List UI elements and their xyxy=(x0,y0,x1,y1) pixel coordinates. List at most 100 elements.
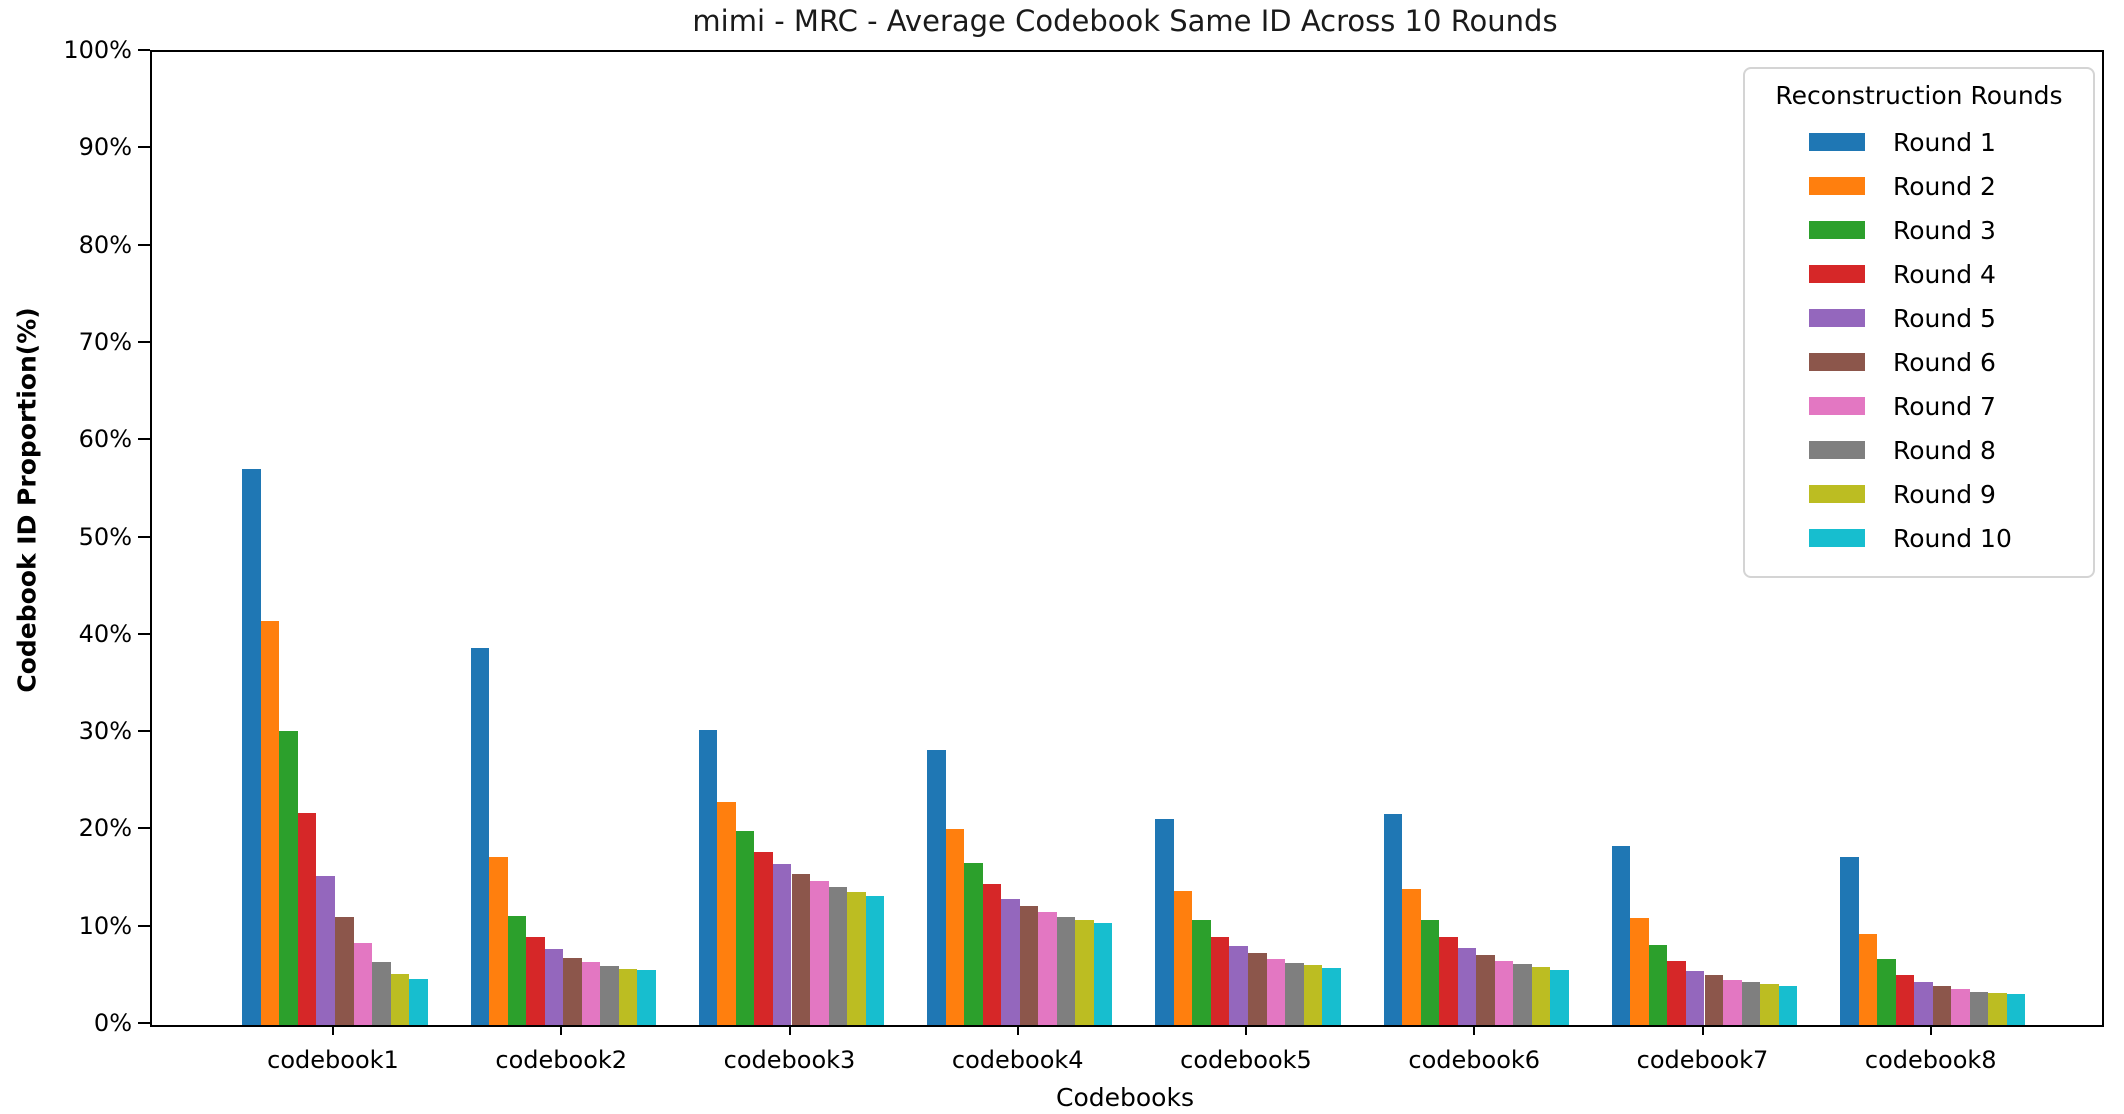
bar-round-9-codebook1 xyxy=(390,974,410,1025)
chart-title: mimi - MRC - Average Codebook Same ID Ac… xyxy=(692,4,1558,38)
legend-label: Round 10 xyxy=(1893,523,2012,553)
bar-round-9-codebook8 xyxy=(1988,992,2007,1025)
legend-item: Round 2 xyxy=(1763,164,2075,208)
legend-swatch-icon xyxy=(1809,221,1865,239)
bar-round-10-codebook4 xyxy=(1093,922,1113,1025)
bar-round-3-codebook1 xyxy=(279,731,298,1025)
legend-items: Round 1 Round 2 Round 3 Round 4 Round 5 Round… xyxy=(1763,120,2075,560)
y-tick-mark xyxy=(138,49,150,51)
bar-round-9-codebook4 xyxy=(1075,919,1094,1025)
bar-round-6-codebook5 xyxy=(1248,953,1267,1025)
bar-round-1-codebook3 xyxy=(698,730,718,1025)
y-tick-label: 80% xyxy=(78,230,132,259)
y-tick-mark xyxy=(138,438,150,441)
bar-round-7-codebook2 xyxy=(581,961,601,1025)
legend-label: Round 5 xyxy=(1893,303,1996,333)
legend-swatch-icon xyxy=(1809,485,1865,503)
legend-swatch-icon xyxy=(1809,133,1865,151)
legend-item: Round 3 xyxy=(1763,208,2075,252)
legend-swatch-icon xyxy=(1809,177,1865,195)
bar-round-6-codebook1 xyxy=(335,917,354,1025)
y-tick-label: 30% xyxy=(78,717,132,746)
legend-item: Round 5 xyxy=(1763,296,2075,340)
bar-round-4-codebook8 xyxy=(1895,975,1915,1025)
y-tick-mark xyxy=(138,1022,150,1024)
bar-round-10-codebook1 xyxy=(409,979,428,1025)
legend-item: Round 4 xyxy=(1763,252,2075,296)
bar-round-1-codebook8 xyxy=(1840,856,1859,1025)
bar-round-5-codebook3 xyxy=(772,864,792,1025)
legend-item: Round 1 xyxy=(1763,120,2075,164)
bar-round-2-codebook7 xyxy=(1630,917,1649,1025)
y-tick-label: 20% xyxy=(78,814,132,843)
bar-round-8-codebook4 xyxy=(1056,917,1076,1025)
bar-round-4-codebook6 xyxy=(1439,937,1458,1025)
bar-round-7-codebook8 xyxy=(1951,989,1970,1025)
bar-round-5-codebook4 xyxy=(1001,898,1020,1025)
bar-round-4-codebook2 xyxy=(526,937,545,1025)
bar-round-8-codebook3 xyxy=(828,886,848,1025)
bar-round-1-codebook6 xyxy=(1383,813,1403,1025)
y-tick-mark xyxy=(138,924,150,927)
bar-round-2-codebook1 xyxy=(260,621,280,1025)
legend: Reconstruction Rounds Round 1 Round 2 Roun… xyxy=(1743,67,2095,578)
bar-round-5-codebook6 xyxy=(1457,948,1477,1025)
bar-round-4-codebook4 xyxy=(982,883,1002,1025)
bar-round-6-codebook6 xyxy=(1476,954,1495,1025)
legend-label: Round 3 xyxy=(1893,215,1996,245)
bar-round-9-codebook5 xyxy=(1303,964,1323,1025)
bar-round-6-codebook3 xyxy=(791,874,811,1025)
y-tick-mark xyxy=(138,632,150,635)
y-tick-label: 70% xyxy=(78,327,132,356)
legend-label: Round 4 xyxy=(1893,259,1996,289)
bar-round-4-codebook7 xyxy=(1667,960,1686,1025)
legend-label: Round 2 xyxy=(1893,171,1996,201)
bar-round-2-codebook6 xyxy=(1402,888,1421,1025)
bar-round-10-codebook5 xyxy=(1322,967,1341,1025)
x-tick-label: codebook6 xyxy=(1408,1046,1541,1074)
y-tick-label: 10% xyxy=(78,911,132,940)
y-tick-mark xyxy=(138,535,150,538)
x-tick-mark xyxy=(1929,1025,1932,1035)
bar-round-10-codebook3 xyxy=(865,895,885,1025)
x-axis-label: Codebooks xyxy=(1056,1083,1194,1112)
bar-round-7-codebook4 xyxy=(1038,912,1057,1025)
x-tick-label: codebook4 xyxy=(951,1046,1084,1074)
x-tick-label: codebook5 xyxy=(1180,1046,1312,1074)
legend-swatch-icon xyxy=(1809,265,1865,283)
bar-round-6-codebook8 xyxy=(1932,986,1952,1025)
x-tick-mark xyxy=(1701,1025,1704,1035)
bars-layer xyxy=(152,52,2102,1025)
bar-round-7-codebook7 xyxy=(1723,980,1742,1025)
bar-round-8-codebook2 xyxy=(600,965,619,1025)
bar-round-2-codebook5 xyxy=(1173,890,1193,1025)
legend-label: Round 9 xyxy=(1893,479,1996,509)
bar-round-3-codebook5 xyxy=(1192,919,1211,1025)
bar-round-1-codebook5 xyxy=(1155,818,1174,1025)
bar-round-2-codebook2 xyxy=(489,856,508,1025)
bar-round-2-codebook3 xyxy=(717,802,736,1025)
bar-round-5-codebook2 xyxy=(544,949,564,1025)
bar-round-3-codebook2 xyxy=(507,916,527,1025)
bar-round-9-codebook7 xyxy=(1760,984,1779,1025)
bar-round-8-codebook7 xyxy=(1741,982,1761,1025)
bar-round-3-codebook6 xyxy=(1420,919,1440,1025)
legend-item: Round 6 xyxy=(1763,340,2075,384)
y-tick-label: 60% xyxy=(78,425,132,454)
bar-round-7-codebook3 xyxy=(810,881,829,1025)
bar-round-10-codebook7 xyxy=(1778,986,1798,1025)
bar-round-7-codebook6 xyxy=(1494,960,1514,1025)
y-tick-label: 90% xyxy=(78,133,132,162)
bar-round-5-codebook1 xyxy=(316,876,335,1025)
bar-round-1-codebook1 xyxy=(242,469,261,1025)
bar-round-4-codebook5 xyxy=(1210,937,1230,1025)
legend-label: Round 1 xyxy=(1893,127,1996,157)
legend-title: Reconstruction Rounds xyxy=(1775,81,2063,110)
bar-round-8-codebook5 xyxy=(1285,962,1304,1025)
x-tick-mark xyxy=(332,1025,334,1035)
bar-round-2-codebook4 xyxy=(945,829,965,1025)
y-tick-mark xyxy=(138,243,150,246)
legend-swatch-icon xyxy=(1809,529,1865,547)
bar-round-8-codebook6 xyxy=(1513,963,1532,1025)
